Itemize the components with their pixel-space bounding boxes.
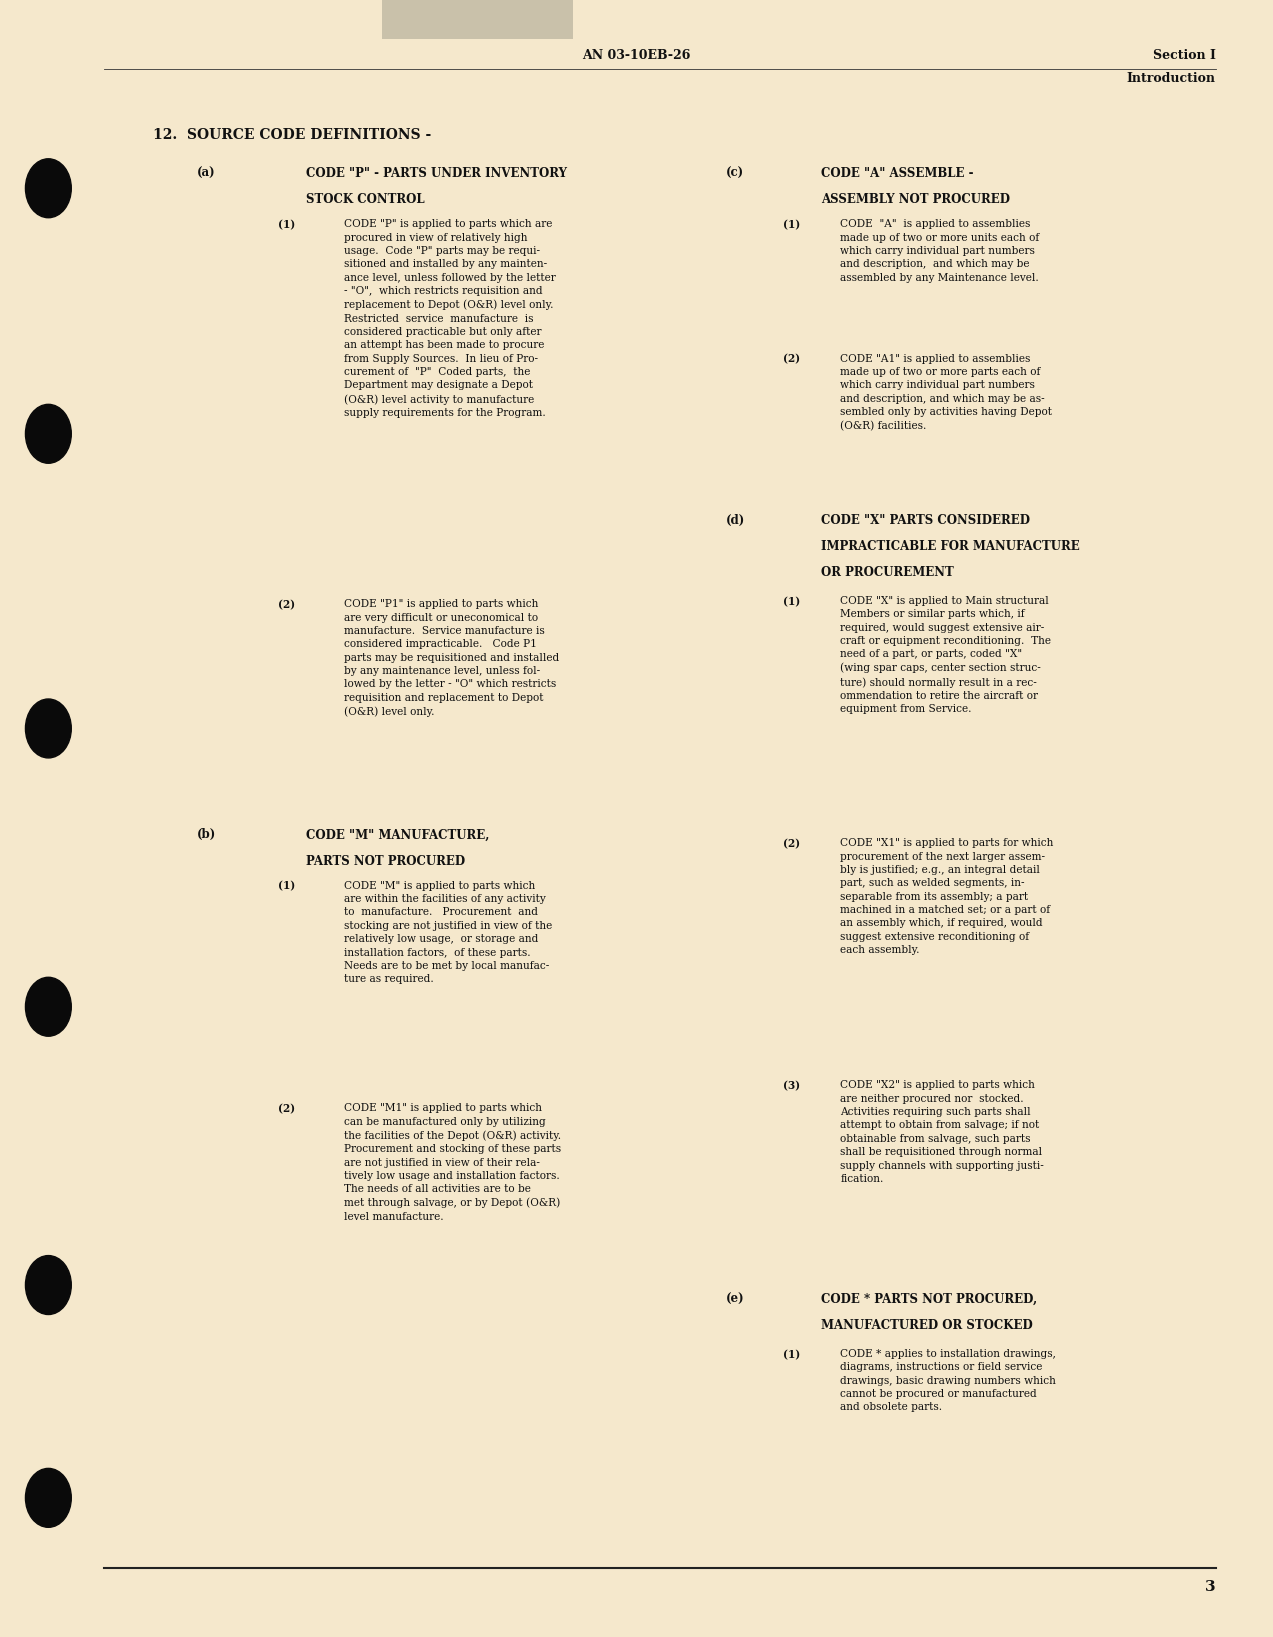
Text: CODE "A" ASSEMBLE -: CODE "A" ASSEMBLE - xyxy=(821,167,974,180)
Text: CODE * applies to installation drawings,
diagrams, instructions or field service: CODE * applies to installation drawings,… xyxy=(840,1349,1057,1413)
Text: STOCK CONTROL: STOCK CONTROL xyxy=(306,193,424,206)
Text: CODE "M" is applied to parts which
are within the facilities of any activity
to : CODE "M" is applied to parts which are w… xyxy=(344,881,552,984)
Text: CODE "P1" is applied to parts which
are very difficult or uneconomical to
manufa: CODE "P1" is applied to parts which are … xyxy=(344,599,559,717)
Text: (e): (e) xyxy=(726,1293,745,1306)
Text: (1): (1) xyxy=(783,1349,801,1360)
Bar xyxy=(382,0,573,39)
Text: PARTS NOT PROCURED: PARTS NOT PROCURED xyxy=(306,855,465,868)
Text: 12.  SOURCE CODE DEFINITIONS -: 12. SOURCE CODE DEFINITIONS - xyxy=(153,128,432,142)
Text: OR PROCUREMENT: OR PROCUREMENT xyxy=(821,566,953,579)
Text: AN 03-10EB-26: AN 03-10EB-26 xyxy=(582,49,691,62)
Text: (3): (3) xyxy=(783,1080,799,1092)
Circle shape xyxy=(25,159,71,218)
Circle shape xyxy=(25,1256,71,1315)
Text: 3: 3 xyxy=(1206,1580,1216,1594)
Circle shape xyxy=(25,404,71,463)
Text: (1): (1) xyxy=(783,219,801,231)
Text: (2): (2) xyxy=(278,1103,294,1115)
Text: CODE  "A"  is applied to assemblies
made up of two or more units each of
which c: CODE "A" is applied to assemblies made u… xyxy=(840,219,1040,283)
Text: CODE "M1" is applied to parts which
can be manufactured only by utilizing
the fa: CODE "M1" is applied to parts which can … xyxy=(344,1103,561,1221)
Circle shape xyxy=(25,977,71,1036)
Circle shape xyxy=(25,699,71,758)
Text: ASSEMBLY NOT PROCURED: ASSEMBLY NOT PROCURED xyxy=(821,193,1009,206)
Text: CODE "X" PARTS CONSIDERED: CODE "X" PARTS CONSIDERED xyxy=(821,514,1030,527)
Text: (c): (c) xyxy=(726,167,743,180)
Text: Section I: Section I xyxy=(1153,49,1216,62)
Text: IMPRACTICABLE FOR MANUFACTURE: IMPRACTICABLE FOR MANUFACTURE xyxy=(821,540,1080,553)
Text: CODE * PARTS NOT PROCURED,: CODE * PARTS NOT PROCURED, xyxy=(821,1293,1037,1306)
Text: Introduction: Introduction xyxy=(1127,72,1216,85)
Text: CODE "X" is applied to Main structural
Members or similar parts which, if
requir: CODE "X" is applied to Main structural M… xyxy=(840,596,1051,714)
Text: (2): (2) xyxy=(278,599,294,611)
Text: MANUFACTURED OR STOCKED: MANUFACTURED OR STOCKED xyxy=(821,1319,1032,1333)
Text: CODE "X2" is applied to parts which
are neither procured nor  stocked.
Activitie: CODE "X2" is applied to parts which are … xyxy=(840,1080,1044,1184)
Text: (a): (a) xyxy=(197,167,216,180)
Text: (d): (d) xyxy=(726,514,745,527)
Text: (1): (1) xyxy=(783,596,801,607)
Text: (2): (2) xyxy=(783,354,799,365)
Text: CODE "A1" is applied to assemblies
made up of two or more parts each of
which ca: CODE "A1" is applied to assemblies made … xyxy=(840,354,1053,431)
Text: CODE "P" - PARTS UNDER INVENTORY: CODE "P" - PARTS UNDER INVENTORY xyxy=(306,167,566,180)
Text: CODE "X1" is applied to parts for which
procurement of the next larger assem-
bl: CODE "X1" is applied to parts for which … xyxy=(840,838,1054,954)
Text: CODE "M" MANUFACTURE,: CODE "M" MANUFACTURE, xyxy=(306,828,489,841)
Text: (1): (1) xyxy=(278,219,295,231)
Text: CODE "P" is applied to parts which are
procured in view of relatively high
usage: CODE "P" is applied to parts which are p… xyxy=(344,219,555,417)
Text: (2): (2) xyxy=(783,838,799,850)
Text: (b): (b) xyxy=(197,828,216,841)
Text: (1): (1) xyxy=(278,881,295,892)
Circle shape xyxy=(25,1468,71,1527)
